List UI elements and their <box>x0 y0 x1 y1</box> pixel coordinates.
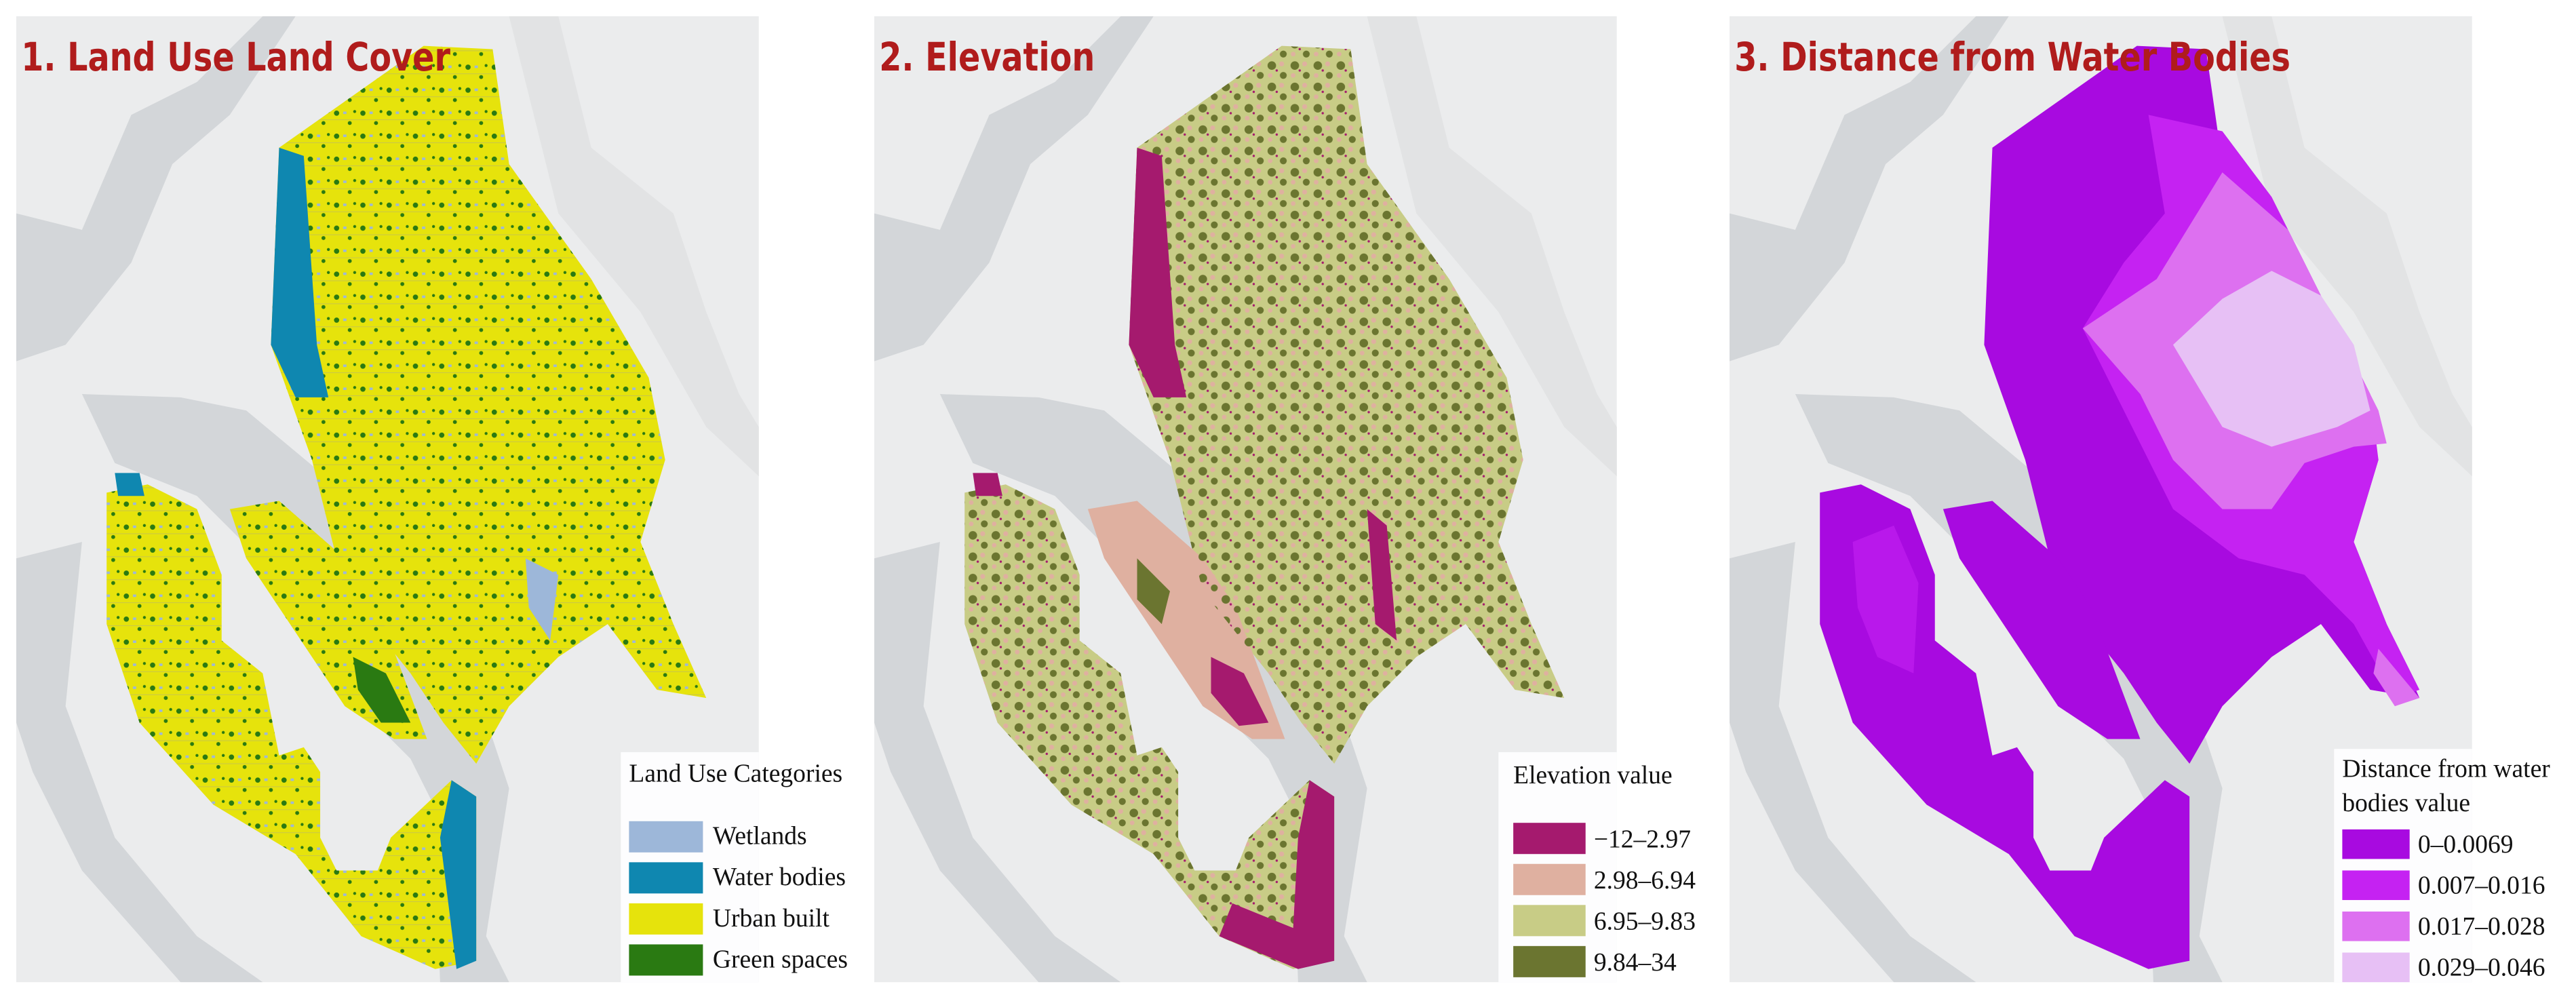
panel: 3. Distance from Water Bodies Distance f… <box>1730 16 2550 983</box>
panel-title: 3. Distance from Water Bodies <box>1734 34 2290 80</box>
legend-label: 2.98–6.94 <box>1594 867 1696 895</box>
legend-swatch <box>1513 823 1586 855</box>
legend-label: Urban built <box>713 905 830 933</box>
legend-label: Wetlands <box>713 823 807 851</box>
map-region <box>973 473 1002 496</box>
legend-label: Water bodies <box>713 863 846 891</box>
map-region <box>2373 648 2420 707</box>
legend-swatch <box>629 862 703 894</box>
legend-label: 0–0.0069 <box>2418 831 2514 859</box>
legend-swatch <box>629 944 703 976</box>
legend-swatch <box>1513 905 1586 937</box>
panel-title: 2. Elevation <box>879 34 1095 80</box>
map-region <box>440 780 477 969</box>
map-region <box>2172 271 2370 447</box>
legend-swatch <box>1513 863 1586 895</box>
panel: 2. Elevation Elevation value −12–2.97 2.… <box>874 16 1696 983</box>
map-region <box>1211 657 1269 726</box>
map-region <box>1367 509 1397 641</box>
map-region <box>271 147 329 397</box>
legend-swatch <box>1513 945 1586 977</box>
map-region <box>1219 780 1335 969</box>
legend-title: Elevation value <box>1513 762 1672 789</box>
map-region <box>525 558 559 641</box>
map-region <box>1137 558 1170 625</box>
map-region <box>353 657 411 723</box>
map-region <box>1129 147 1187 397</box>
legend-swatch <box>2342 911 2410 941</box>
legend-label: −12–2.97 <box>1594 826 1691 854</box>
legend-swatch <box>629 903 703 935</box>
legend-label: 0.007–0.016 <box>2418 872 2545 899</box>
legend-swatch <box>2342 870 2410 901</box>
legend-swatch <box>629 821 703 853</box>
legend-swatch <box>2342 952 2410 983</box>
map-region <box>115 473 144 496</box>
legend-title: bodies value <box>2342 789 2470 817</box>
legend-label: Green spaces <box>713 945 848 973</box>
legend-swatch <box>2342 829 2410 859</box>
legend-title: Distance from water <box>2342 755 2550 783</box>
panel-title: 1. Land Use Land Cover <box>21 34 450 80</box>
legend-label: 6.95–9.83 <box>1594 908 1696 936</box>
panel: 1. Land Use Land Cover Land Use Categori… <box>16 16 848 983</box>
legend-label: 9.84–34 <box>1594 949 1677 977</box>
legend-label: 0.017–0.028 <box>2418 913 2545 941</box>
legend-box <box>2334 749 2472 983</box>
legend-label: 0.029–0.046 <box>2418 954 2545 981</box>
map-region <box>1852 525 1919 673</box>
legend-title: Land Use Categories <box>629 760 842 788</box>
